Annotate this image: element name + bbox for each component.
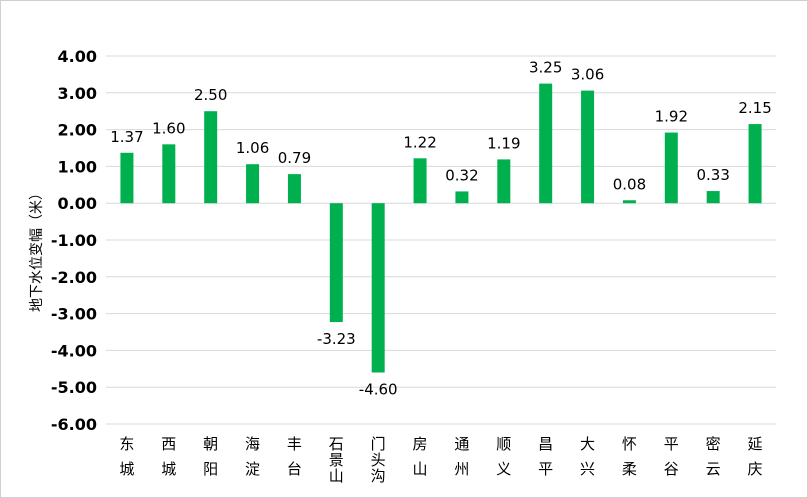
x-tick-label: 怀柔 (622, 435, 637, 478)
bar (539, 83, 553, 204)
x-tick-label: 朝阳 (203, 435, 218, 478)
data-label: 1.92 (655, 108, 688, 126)
data-label: 0.79 (278, 149, 311, 167)
bar (581, 90, 595, 204)
y-tick-label: 4.00 (58, 47, 97, 66)
data-label: 1.37 (110, 128, 143, 146)
x-tick-label: 东城 (119, 435, 134, 478)
x-tick-label: 石景山 (329, 435, 344, 485)
x-tick-label: 平谷 (664, 435, 679, 478)
y-tick-label: -3.00 (51, 305, 97, 324)
y-tick-label: -1.00 (51, 231, 97, 250)
bar (204, 111, 218, 204)
x-tick-label: 大兴 (580, 435, 595, 478)
bar (413, 158, 427, 204)
data-labels: 1.37 1.60 2.50 1.06 0.79 -3.23 -4.60 1.22 0.32 1.… (110, 59, 772, 399)
y-tick-label: -5.00 (51, 378, 97, 397)
y-tick-label: 0.00 (58, 194, 97, 213)
data-label: 1.22 (403, 133, 436, 151)
x-tick-label: 通州 (454, 435, 469, 478)
bar (497, 159, 511, 204)
x-tick-label: 延庆 (748, 435, 763, 478)
y-tick-label: -2.00 (51, 268, 97, 287)
data-label: 1.60 (152, 119, 185, 137)
data-label: -3.23 (317, 330, 356, 348)
data-label: 3.06 (571, 66, 604, 84)
bar (371, 203, 385, 373)
x-tick-label: 房山 (413, 435, 428, 478)
data-label: 0.33 (696, 166, 729, 184)
bar (329, 203, 343, 323)
x-tick-label: 昌平 (538, 435, 553, 478)
x-tick-label: 西城 (161, 435, 176, 478)
y-tick-label: -4.00 (51, 341, 97, 360)
bar (162, 144, 176, 204)
data-label: 3.25 (529, 59, 562, 77)
bar (455, 191, 469, 204)
data-label: 2.50 (194, 86, 227, 104)
y-tick-label: 1.00 (58, 157, 97, 176)
data-label: 0.08 (613, 175, 646, 193)
bar (706, 191, 720, 204)
bar (748, 124, 762, 204)
bar (287, 174, 301, 204)
data-label: -4.60 (359, 380, 398, 398)
x-tick-label: 顺义 (496, 435, 511, 478)
y-tick-label: 2.00 (58, 121, 97, 140)
data-label: 0.32 (445, 166, 478, 184)
y-axis-ticks: 4.00 3.00 2.00 1.00 0.00 -1.00 -2.00 -3.00 -4.00… (51, 47, 97, 434)
bar (664, 132, 678, 204)
data-label: 1.06 (236, 139, 269, 157)
gridlines (106, 55, 776, 425)
x-tick-label: 丰台 (287, 435, 302, 478)
bar (120, 152, 134, 204)
x-tick-label: 密云 (706, 435, 721, 478)
y-tick-label: 3.00 (58, 84, 97, 103)
data-label: 2.15 (738, 99, 771, 117)
bar (622, 200, 636, 204)
x-tick-label: 海淀 (245, 435, 260, 478)
bar (246, 164, 260, 204)
x-tick-label: 门头沟 (371, 435, 386, 485)
bars (120, 83, 762, 373)
y-axis-title: 地下水位变幅（米） (29, 186, 45, 312)
data-label: 1.19 (487, 134, 520, 152)
y-tick-label: -6.00 (51, 415, 97, 434)
